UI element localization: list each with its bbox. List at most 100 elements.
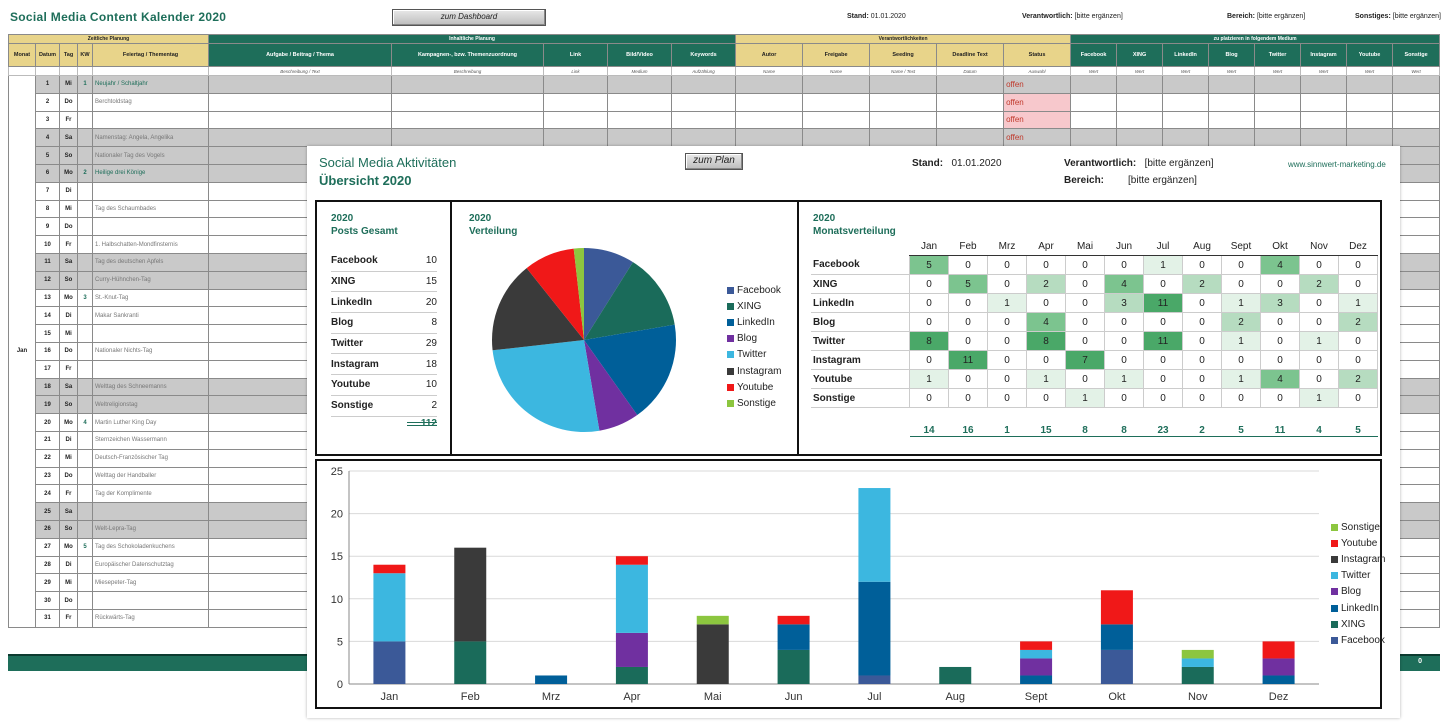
calendar-cell[interactable] bbox=[802, 110, 871, 130]
calendar-cell[interactable] bbox=[869, 75, 938, 94]
col-header-facebook[interactable]: Facebook bbox=[1070, 43, 1118, 67]
calendar-cell[interactable] bbox=[391, 75, 544, 94]
col-header-bild-video[interactable]: Bild/Video bbox=[607, 43, 672, 67]
calendar-cell[interactable] bbox=[802, 128, 871, 148]
calendar-cell[interactable] bbox=[1162, 110, 1210, 130]
col-header-aufgabe-beitrag-thema[interactable]: Aufgabe / Beitrag / Thema bbox=[208, 43, 392, 67]
col-header-linkedin[interactable]: LinkedIn bbox=[1162, 43, 1210, 67]
calendar-cell[interactable] bbox=[1116, 128, 1164, 148]
col-header-blog[interactable]: Blog bbox=[1208, 43, 1256, 67]
calendar-cell[interactable] bbox=[1254, 75, 1302, 94]
calendar-cell[interactable] bbox=[735, 92, 804, 112]
calendar-cell[interactable] bbox=[1162, 128, 1210, 148]
calendar-cell[interactable] bbox=[1208, 128, 1256, 148]
calendar-cell[interactable] bbox=[936, 75, 1005, 94]
col-header-tag[interactable]: Tag bbox=[59, 43, 78, 67]
calendar-cell[interactable] bbox=[1392, 270, 1441, 290]
calendar-cell[interactable] bbox=[735, 128, 804, 148]
calendar-cell[interactable] bbox=[208, 128, 392, 148]
col-header-seeding[interactable]: Seeding bbox=[869, 43, 938, 67]
calendar-cell[interactable] bbox=[607, 110, 672, 130]
col-header-twitter[interactable]: Twitter bbox=[1254, 43, 1302, 67]
calendar-cell[interactable] bbox=[1346, 75, 1394, 94]
calendar-cell[interactable] bbox=[1392, 128, 1441, 148]
calendar-cell[interactable] bbox=[1392, 146, 1441, 165]
calendar-cell[interactable] bbox=[1070, 92, 1118, 112]
col-header-youtube[interactable]: Youtube bbox=[1346, 43, 1394, 67]
calendar-cell[interactable] bbox=[936, 92, 1005, 112]
calendar-cell[interactable] bbox=[802, 92, 871, 112]
col-header-autor[interactable]: Autor bbox=[735, 43, 804, 67]
calendar-cell[interactable] bbox=[1300, 128, 1348, 148]
calendar-cell[interactable] bbox=[670, 110, 737, 130]
calendar-cell[interactable] bbox=[1346, 110, 1394, 130]
calendar-cell[interactable] bbox=[869, 128, 938, 148]
calendar-cell[interactable] bbox=[1208, 110, 1256, 130]
calendar-cell[interactable] bbox=[208, 75, 392, 94]
calendar-cell[interactable] bbox=[208, 92, 392, 112]
calendar-cell[interactable] bbox=[1070, 128, 1118, 148]
calendar-row[interactable]: 3 Fr offen bbox=[9, 110, 1441, 130]
col-header-status[interactable]: Status bbox=[1003, 43, 1072, 67]
col-header-kw[interactable]: KW bbox=[77, 43, 93, 67]
calendar-row[interactable]: 2 Do Berchtoldstag offen bbox=[9, 92, 1441, 112]
website-link[interactable]: www.sinnwert-marketing.de bbox=[1288, 160, 1386, 169]
col-header-deadline-text[interactable]: Deadline Text bbox=[936, 43, 1005, 67]
calendar-cell[interactable] bbox=[391, 92, 544, 112]
col-header-xing[interactable]: XING bbox=[1116, 43, 1164, 67]
calendar-row[interactable]: Jan 1 Mi 1 Neujahr / Schaltjahr offen bbox=[8, 75, 1441, 628]
calendar-cell[interactable] bbox=[936, 128, 1005, 148]
col-header-monat[interactable]: Monat bbox=[8, 43, 36, 67]
calendar-cell[interactable] bbox=[1392, 163, 1441, 183]
col-header-keywords[interactable]: Keywords bbox=[670, 43, 737, 67]
col-header-sonstige[interactable]: Sonstige bbox=[1392, 43, 1441, 67]
status-cell[interactable]: offen bbox=[1003, 75, 1072, 94]
calendar-cell[interactable] bbox=[802, 75, 871, 94]
calendar-cell[interactable] bbox=[1346, 92, 1394, 112]
col-header-kampagnen-bzw-themenzuordnung[interactable]: Kampagnen-, bzw. Themenzuordnung bbox=[391, 43, 544, 67]
status-cell[interactable]: offen bbox=[1003, 92, 1072, 112]
calendar-cell[interactable] bbox=[936, 110, 1005, 130]
calendar-cell[interactable] bbox=[735, 75, 804, 94]
calendar-cell[interactable] bbox=[607, 92, 672, 112]
calendar-cell[interactable] bbox=[670, 75, 737, 94]
calendar-cell[interactable] bbox=[1208, 75, 1256, 94]
calendar-cell[interactable] bbox=[1346, 128, 1394, 148]
calendar-row[interactable]: 4 Sa Namenstag: Angela, Angelika offen bbox=[9, 128, 1441, 148]
col-header-datum[interactable]: Datum bbox=[35, 43, 60, 67]
calendar-cell[interactable] bbox=[735, 110, 804, 130]
calendar-cell[interactable] bbox=[1070, 110, 1118, 130]
calendar-cell[interactable] bbox=[543, 75, 608, 94]
col-header-feiertag-thementag[interactable]: Feiertag / Thementag bbox=[92, 43, 209, 67]
calendar-cell[interactable] bbox=[1392, 75, 1441, 94]
calendar-cell[interactable] bbox=[869, 92, 938, 112]
calendar-cell[interactable] bbox=[1300, 75, 1348, 94]
col-header-instagram[interactable]: Instagram bbox=[1300, 43, 1348, 67]
calendar-cell[interactable] bbox=[1254, 128, 1302, 148]
col-header-link[interactable]: Link bbox=[543, 43, 608, 67]
calendar-cell[interactable] bbox=[543, 110, 608, 130]
dashboard-button[interactable]: zum Dashboard bbox=[392, 9, 546, 26]
calendar-cell[interactable] bbox=[1116, 92, 1164, 112]
calendar-cell[interactable] bbox=[1116, 75, 1164, 94]
calendar-cell[interactable] bbox=[1070, 75, 1118, 94]
calendar-cell[interactable] bbox=[869, 110, 938, 130]
calendar-cell[interactable] bbox=[670, 128, 737, 148]
calendar-cell[interactable] bbox=[1162, 92, 1210, 112]
calendar-cell[interactable] bbox=[208, 110, 392, 130]
calendar-cell[interactable] bbox=[1208, 92, 1256, 112]
calendar-cell[interactable] bbox=[1254, 92, 1302, 112]
calendar-cell[interactable] bbox=[1392, 92, 1441, 112]
calendar-cell[interactable] bbox=[670, 92, 737, 112]
calendar-cell[interactable] bbox=[1162, 75, 1210, 94]
col-header-freigabe[interactable]: Freigabe bbox=[802, 43, 871, 67]
calendar-cell[interactable] bbox=[1254, 110, 1302, 130]
calendar-cell[interactable] bbox=[607, 75, 672, 94]
calendar-cell[interactable] bbox=[1116, 110, 1164, 130]
calendar-cell[interactable] bbox=[543, 92, 608, 112]
status-cell[interactable]: offen bbox=[1003, 110, 1072, 130]
calendar-cell[interactable] bbox=[607, 128, 672, 148]
calendar-cell[interactable] bbox=[391, 110, 544, 130]
calendar-cell[interactable] bbox=[1300, 110, 1348, 130]
status-cell[interactable]: offen bbox=[1003, 128, 1072, 148]
